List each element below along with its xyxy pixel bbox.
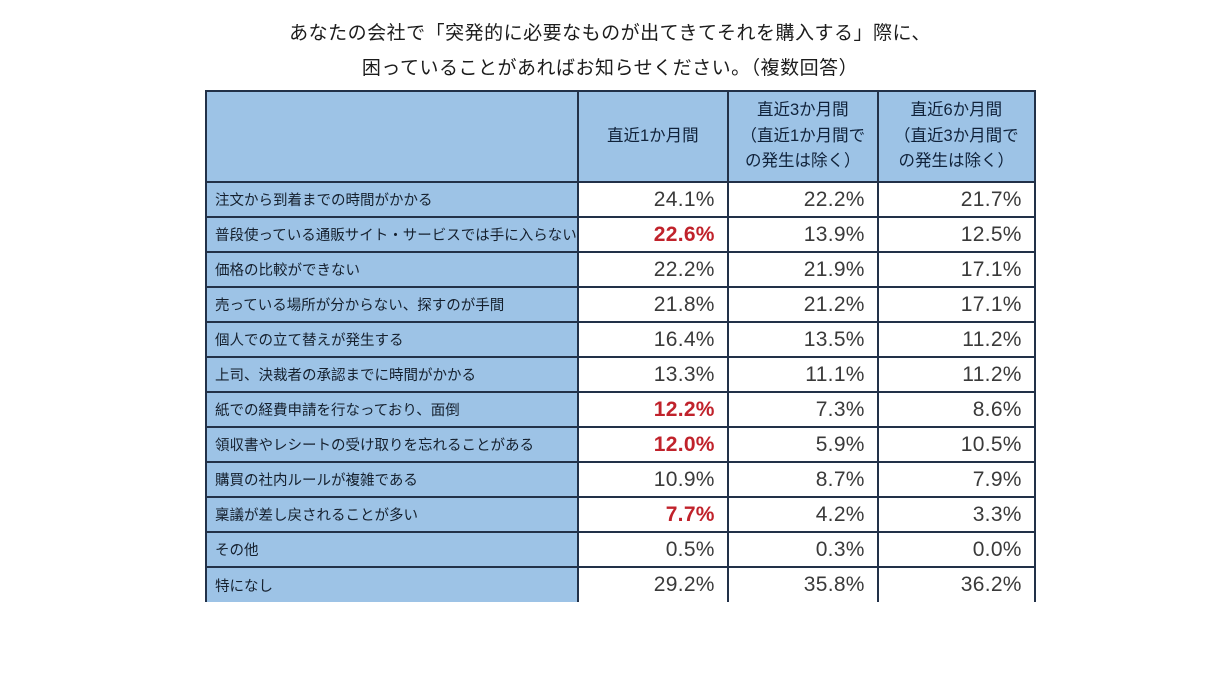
row-label: 上司、決裁者の承認までに時間がかかる: [205, 356, 579, 393]
value-cell: 21.9%: [726, 251, 879, 288]
value-cell: 10.5%: [876, 426, 1036, 463]
row-label: 価格の比較ができない: [205, 251, 579, 288]
table-row: 特になし 29.2% 35.8% 36.2%: [205, 566, 1036, 602]
value-cell: 12.5%: [876, 216, 1036, 253]
value-cell-highlighted: 7.7%: [576, 496, 729, 533]
value-cell: 11.1%: [726, 356, 879, 393]
header-row: 直近1か月間 直近3か月間 （直近1か月間で の発生は除く） 直近6か月間 （直…: [205, 90, 1036, 183]
value-cell: 21.7%: [876, 181, 1036, 218]
table-row: 注文から到着までの時間がかかる 24.1% 22.2% 21.7%: [205, 181, 1036, 218]
row-label: 紙での経費申請を行なっており、面倒: [205, 391, 579, 428]
table-row: 上司、決裁者の承認までに時間がかかる 13.3% 11.1% 11.2%: [205, 356, 1036, 393]
value-cell: 22.2%: [576, 251, 729, 288]
value-cell: 13.3%: [576, 356, 729, 393]
value-cell: 11.2%: [876, 321, 1036, 358]
value-cell: 4.2%: [726, 496, 879, 533]
value-cell: 5.9%: [726, 426, 879, 463]
value-cell: 21.8%: [576, 286, 729, 323]
value-cell: 0.3%: [726, 531, 879, 568]
value-cell: 24.1%: [576, 181, 729, 218]
corner-cell: [205, 90, 579, 183]
table-row: 個人での立て替えが発生する 16.4% 13.5% 11.2%: [205, 321, 1036, 358]
row-label: その他: [205, 531, 579, 568]
value-cell: 11.2%: [876, 356, 1036, 393]
value-cell: 17.1%: [876, 251, 1036, 288]
value-cell: 21.2%: [726, 286, 879, 323]
chart-title-line1: あなたの会社で「突発的に必要なものが出てきてそれを購入する」際に、: [289, 23, 931, 44]
row-label: 特になし: [205, 566, 579, 602]
table-row: 紙での経費申請を行なっており、面倒 12.2% 7.3% 8.6%: [205, 391, 1036, 428]
column-header-3months: 直近3か月間 （直近1か月間で の発生は除く）: [726, 90, 879, 183]
table-row: 領収書やレシートの受け取りを忘れることがある 12.0% 5.9% 10.5%: [205, 426, 1036, 463]
row-label: 購買の社内ルールが複雑である: [205, 461, 579, 498]
row-label: 個人での立て替えが発生する: [205, 321, 579, 358]
value-cell: 29.2%: [576, 566, 729, 602]
row-label: 領収書やレシートの受け取りを忘れることがある: [205, 426, 579, 463]
value-cell-highlighted: 12.2%: [576, 391, 729, 428]
value-cell: 10.9%: [576, 461, 729, 498]
table-row: 売っている場所が分からない、探すのが手間 21.8% 21.2% 17.1%: [205, 286, 1036, 323]
value-cell: 0.0%: [876, 531, 1036, 568]
column-header-1month: 直近1か月間: [576, 90, 729, 183]
chart-title-line2: 困っていることがあればお知らせください。（複数回答）: [361, 58, 859, 79]
row-label: 普段使っている通販サイト・サービスでは手に入らない: [205, 216, 579, 253]
row-label: 稟議が差し戻されることが多い: [205, 496, 579, 533]
value-cell: 8.7%: [726, 461, 879, 498]
row-label: 注文から到着までの時間がかかる: [205, 181, 579, 218]
table-row: 価格の比較ができない 22.2% 21.9% 17.1%: [205, 251, 1036, 288]
chart-title: あなたの会社で「突発的に必要なものが出てきてそれを購入する」際に、 困っているこ…: [0, 16, 1220, 86]
table-row: 稟議が差し戻されることが多い 7.7% 4.2% 3.3%: [205, 496, 1036, 533]
value-cell: 7.9%: [876, 461, 1036, 498]
value-cell-highlighted: 22.6%: [576, 216, 729, 253]
value-cell: 17.1%: [876, 286, 1036, 323]
value-cell: 3.3%: [876, 496, 1036, 533]
value-cell: 13.9%: [726, 216, 879, 253]
value-cell: 8.6%: [876, 391, 1036, 428]
value-cell: 22.2%: [726, 181, 879, 218]
value-cell: 7.3%: [726, 391, 879, 428]
value-cell: 35.8%: [726, 566, 879, 602]
value-cell: 16.4%: [576, 321, 729, 358]
value-cell-highlighted: 12.0%: [576, 426, 729, 463]
survey-results-table: 直近1か月間 直近3か月間 （直近1か月間で の発生は除く） 直近6か月間 （直…: [205, 90, 1036, 602]
row-label: 売っている場所が分からない、探すのが手間: [205, 286, 579, 323]
value-cell: 36.2%: [876, 566, 1036, 602]
table-row: 購買の社内ルールが複雑である 10.9% 8.7% 7.9%: [205, 461, 1036, 498]
table-row: その他 0.5% 0.3% 0.0%: [205, 531, 1036, 568]
column-header-6months: 直近6か月間 （直近3か月間で の発生は除く）: [876, 90, 1036, 183]
value-cell: 13.5%: [726, 321, 879, 358]
value-cell: 0.5%: [576, 531, 729, 568]
table-row: 普段使っている通販サイト・サービスでは手に入らない 22.6% 13.9% 12.5%: [205, 216, 1036, 253]
